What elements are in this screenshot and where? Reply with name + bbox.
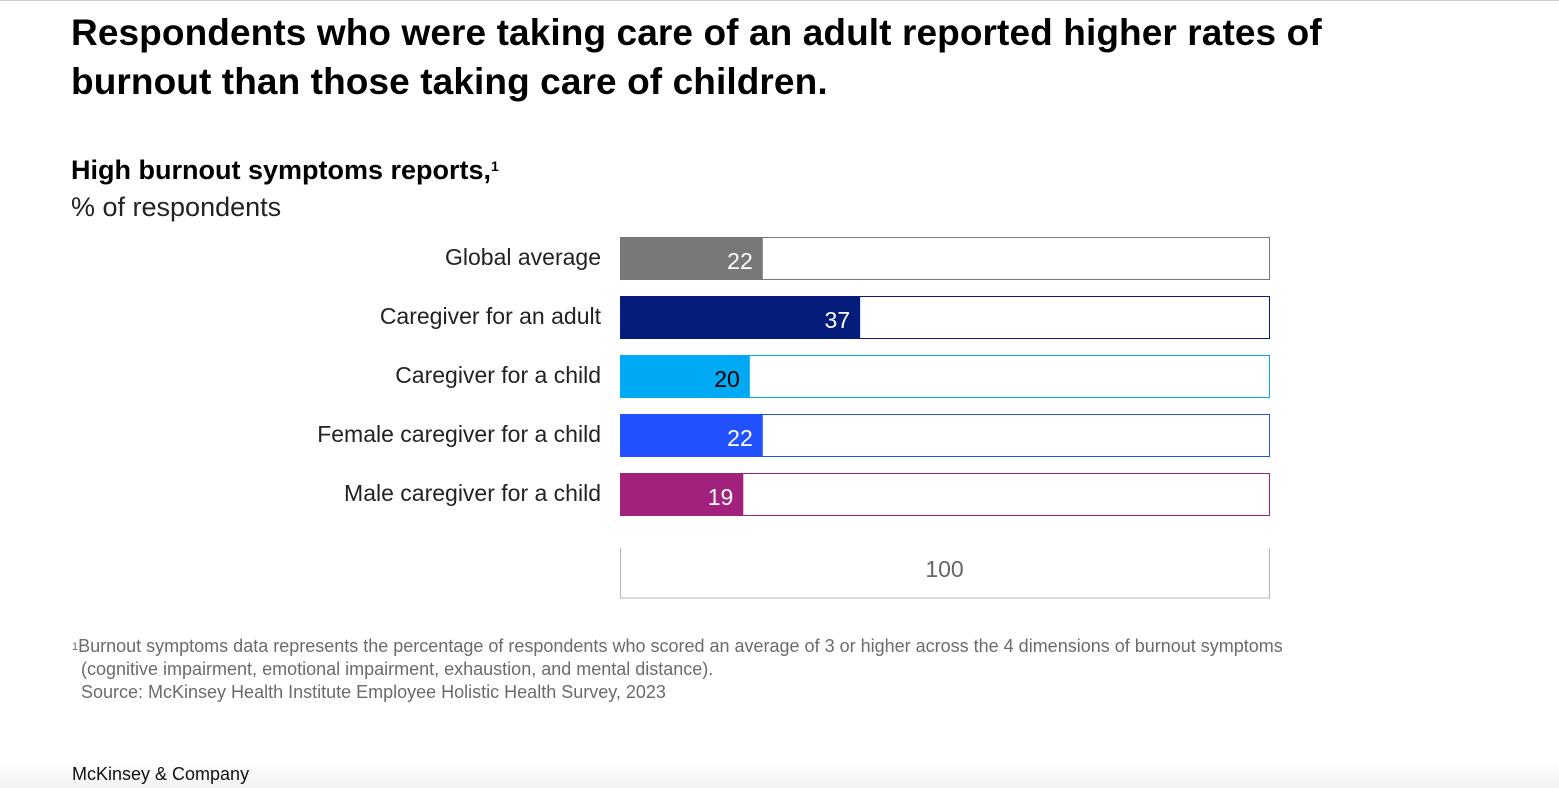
bar-chart: Global average 22 Caregiver for an adult 37… [317, 237, 1270, 599]
footnote-source: Source: McKinsey Health Institute Employ… [81, 682, 666, 702]
scale-label: 100 [925, 556, 963, 582]
bar [620, 414, 763, 457]
bar [620, 237, 763, 280]
chart-subtitle-text: High burnout symptoms reports, [71, 155, 492, 185]
scale-reference [620, 548, 1270, 599]
data-label: 20 [714, 366, 740, 392]
bar [620, 355, 750, 398]
category-label: Female caregiver for a child [317, 421, 601, 447]
category-label: Caregiver for a child [395, 362, 601, 388]
category-label: Global average [445, 244, 601, 270]
bar [620, 473, 744, 516]
footnote: 1Burnout symptoms data represents the pe… [72, 635, 1472, 704]
data-label: 19 [708, 484, 734, 510]
top-rule [0, 0, 1559, 1]
category-label: Male caregiver for a child [344, 480, 601, 506]
chart-subtitle: High burnout symptoms reports,1 [71, 152, 499, 188]
footnote-line-marker: 1 [72, 641, 79, 653]
footnote-line-2: (cognitive impairment, emotional impairm… [81, 659, 714, 679]
bar [620, 296, 861, 339]
data-label: 37 [825, 307, 851, 333]
headline: Respondents who were taking care of an a… [71, 12, 1322, 102]
footnote-marker: 1 [491, 158, 499, 174]
data-label: 22 [727, 425, 753, 451]
footnote-line-1-text: Burnout symptoms data represents the per… [78, 636, 1283, 656]
footnote-line-1: 1Burnout symptoms data represents the pe… [72, 635, 1472, 658]
data-label: 22 [727, 248, 753, 274]
category-label: Caregiver for an adult [380, 303, 602, 329]
brand-logo-text: McKinsey & Company [72, 764, 250, 784]
unit-label: % of respondents [71, 192, 282, 222]
